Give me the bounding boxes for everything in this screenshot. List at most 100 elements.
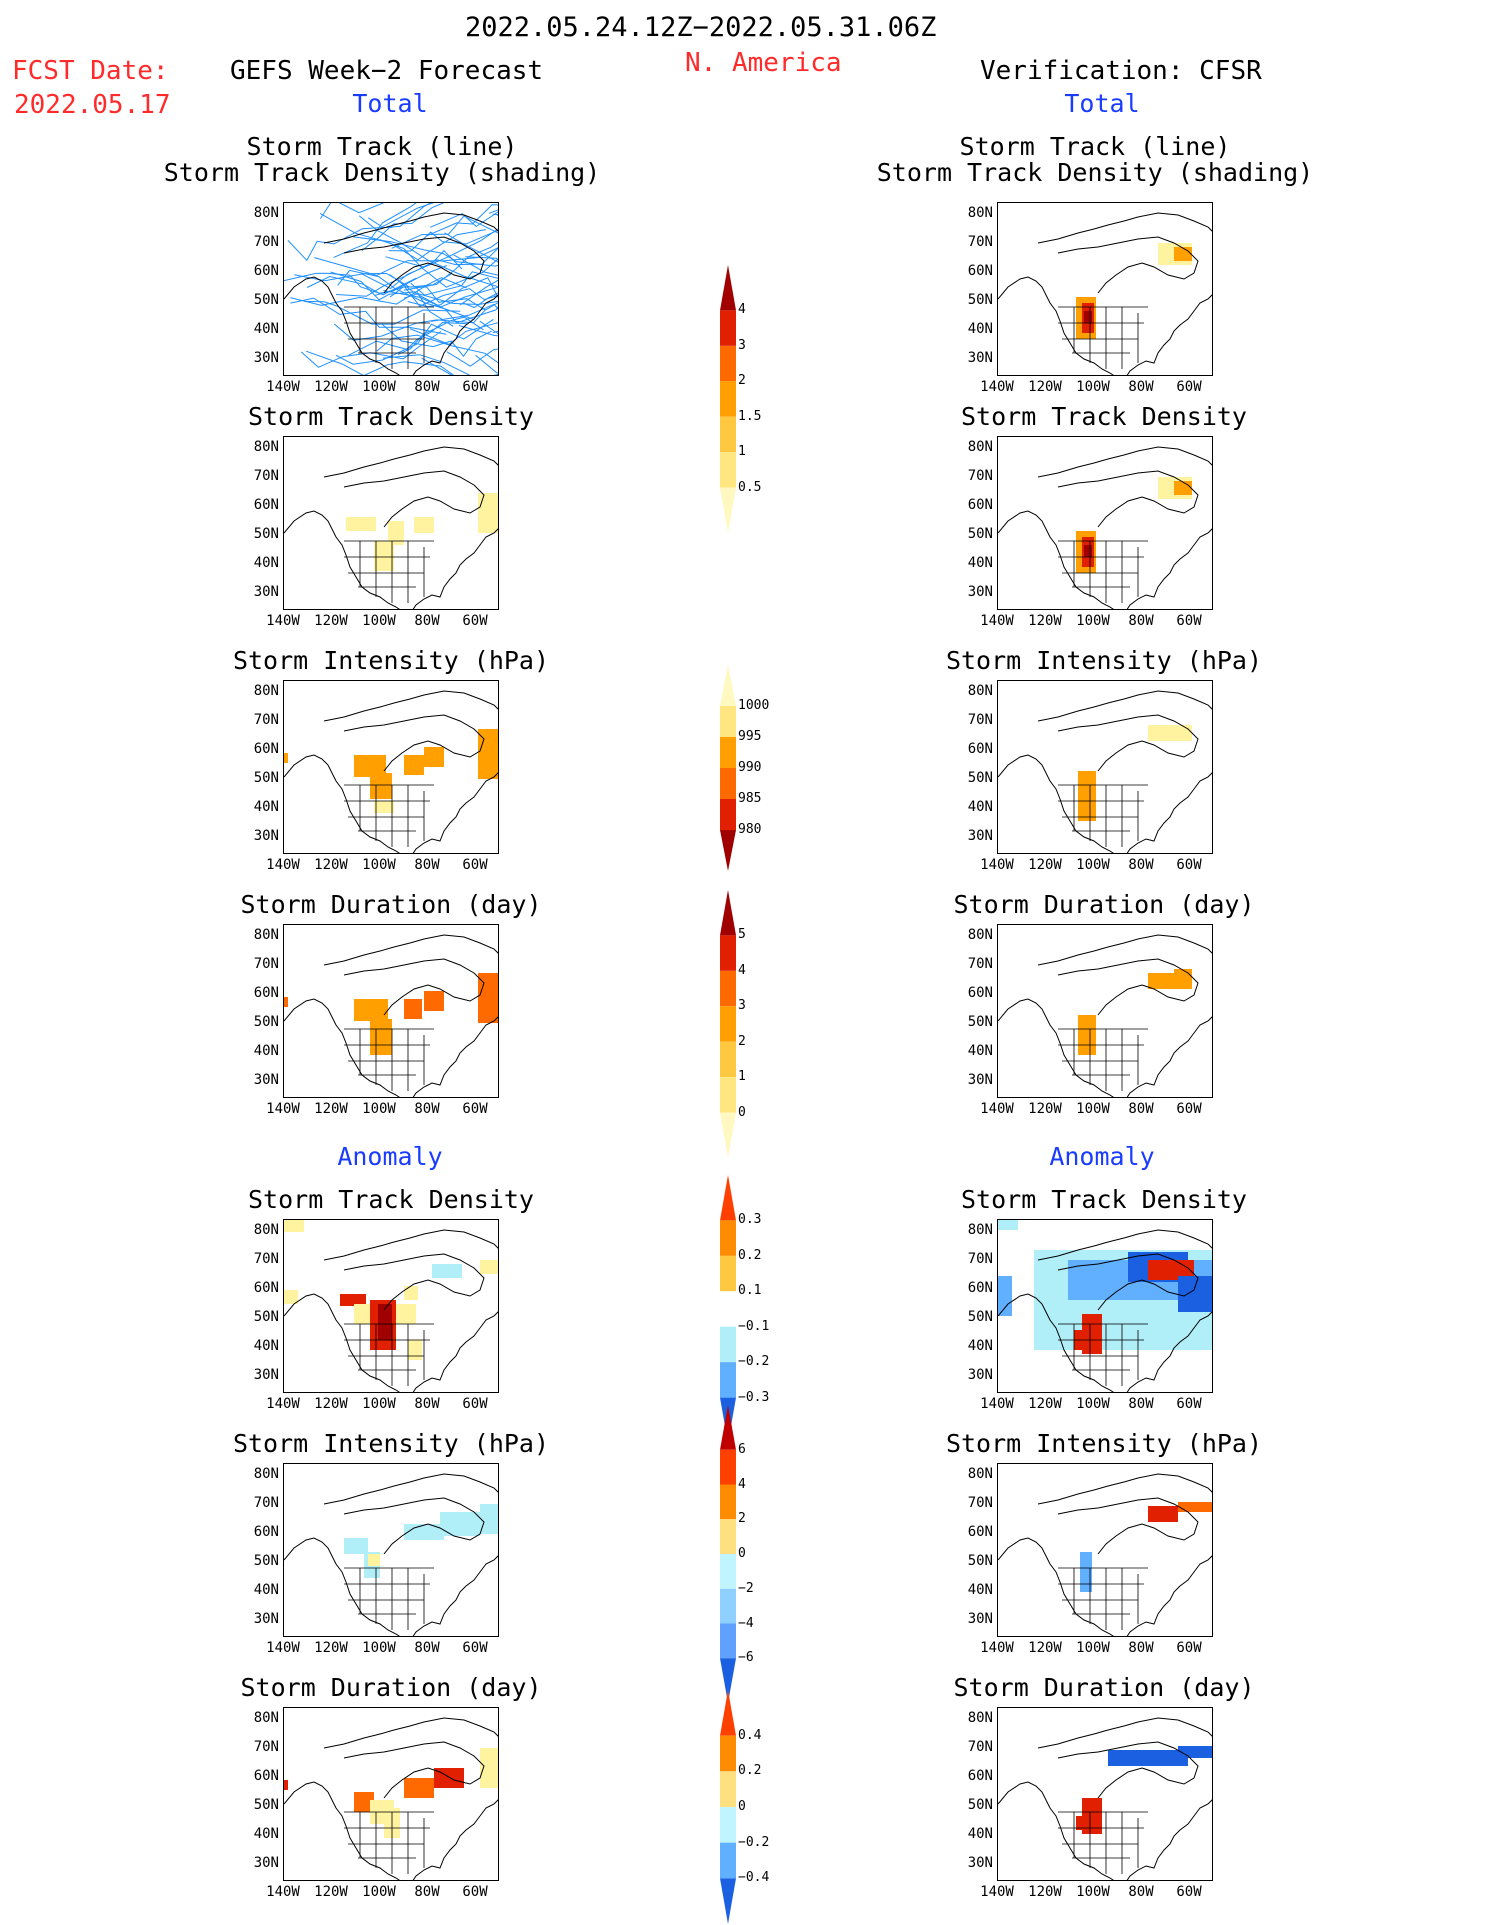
lat-label: 40N [253,555,279,571]
lon-label: 140W [980,379,1014,395]
lat-label: 50N [253,292,279,308]
colorbar-intensity-total [720,665,736,871]
shaded-cell [1078,1015,1096,1055]
colorbar-segment [720,452,736,488]
storm-track-line [381,323,492,358]
shaded-cell [480,1504,498,1534]
lat-label: 80N [253,683,279,699]
lat-label: 80N [967,439,993,455]
lat-label: 80N [967,1466,993,1482]
colorbar-segment [720,1554,736,1589]
coastline [284,276,498,375]
shaded-cell [432,1264,462,1278]
lat-label: 60N [253,497,279,513]
shaded-cell [284,1290,298,1304]
colorbar-segment [720,1326,736,1363]
shaded-cell [1148,1506,1178,1522]
colorbar-tick-label: 4 [738,962,746,978]
colorbar-tick-label: 1.5 [738,408,762,424]
shaded-cell [1148,725,1192,741]
map-canvas [284,1473,498,1636]
lon-label: 60W [1176,1884,1202,1900]
map-canvas [284,690,498,853]
map-canvas [998,446,1212,609]
colorbar-segment [720,1175,736,1221]
lat-label: 50N [967,1797,993,1813]
colorbar-tick-label: 2 [738,373,746,389]
colorbar-tick-label: 0.2 [738,1763,762,1779]
colorbar-tick-label: 3 [738,337,746,353]
lon-label: 140W [266,379,300,395]
storm-track-line [383,286,498,308]
lon-label: 100W [362,1101,396,1117]
lat-label: 50N [967,292,993,308]
lon-label: 140W [266,1884,300,1900]
lon-label: 120W [1028,857,1062,873]
lon-label: 100W [1076,379,1110,395]
lat-label: 80N [253,1222,279,1238]
storm-track-line [446,348,498,367]
lon-label: 140W [980,1640,1014,1656]
colorbar-tick-label: −4 [738,1615,754,1631]
lon-label: 60W [462,1396,488,1412]
map-canvas [998,1473,1212,1636]
lat-label: 40N [967,1338,993,1354]
colorbar-tick-label: 0.5 [738,479,762,495]
storm-track-line [388,229,498,252]
lat-label: 30N [967,350,993,366]
lon-label: 120W [1028,1884,1062,1900]
coastline [1037,1229,1212,1311]
lat-label: 30N [253,1367,279,1383]
shaded-cell [1174,247,1192,261]
lat-label: 70N [967,234,993,250]
lon-label: 60W [462,857,488,873]
lat-label: 60N [253,263,279,279]
state-borders [344,1323,434,1386]
colorbar-segment [720,1220,736,1256]
state-borders [344,1811,434,1874]
lat-label: 40N [253,1043,279,1059]
total-label-left: Total [352,89,428,118]
lon-label: 60W [1176,379,1202,395]
colorbar-segment [720,1484,736,1520]
lat-label: 60N [253,1280,279,1296]
lat-label: 40N [967,799,993,815]
state-borders [1058,540,1148,603]
storm-track-line [290,277,467,306]
map-canvas [998,690,1212,853]
shaded-cell [354,999,388,1021]
storm-track-line [361,203,445,251]
map-canvas [998,212,1212,375]
lat-label: 70N [967,956,993,972]
lat-label: 70N [253,468,279,484]
lat-label: 50N [967,1553,993,1569]
lat-label: 60N [253,1524,279,1540]
storm-track-line [335,249,463,297]
colorbar-segment [720,830,736,871]
lon-label: 60W [1176,1640,1202,1656]
lon-label: 80W [1128,1640,1154,1656]
shaded-cell [1178,1746,1212,1758]
lon-label: 80W [414,613,440,629]
map-canvas [998,1717,1212,1880]
storm-track-line [330,271,454,327]
title-track-line-left: Storm Track (line) [246,132,518,161]
colorbar-segment [720,737,736,768]
lon-label: 60W [462,1884,488,1900]
colorbar-tick-label: 990 [738,760,762,775]
shaded-cell [346,517,376,531]
lat-label: 50N [253,1014,279,1030]
map-panel [283,680,499,854]
state-borders [1058,1811,1148,1874]
shaded-cell [1174,969,1192,981]
storm-track-line [376,334,498,364]
lat-label: 80N [967,1222,993,1238]
colorbar-tick-label: 0.4 [738,1727,762,1743]
storm-track-line [304,300,461,325]
lon-label: 120W [1028,613,1062,629]
lat-label: 30N [253,584,279,600]
storm-track-line [368,203,435,228]
coastline [998,1293,1212,1392]
verification-title: Verification: CFSR [980,56,1262,86]
state-borders [1058,784,1148,847]
